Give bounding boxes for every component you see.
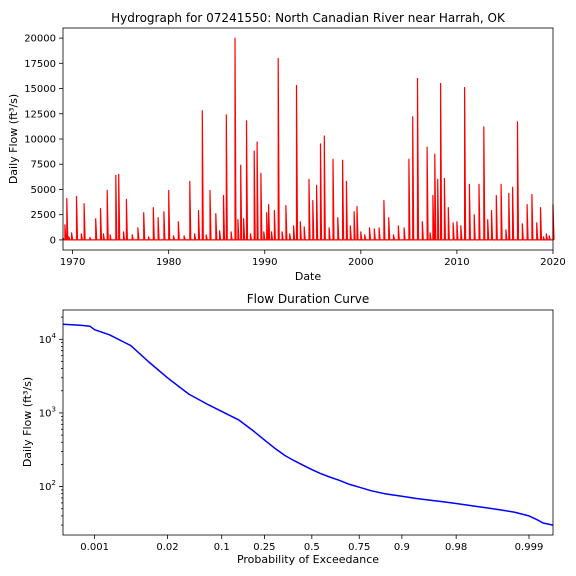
hydrograph-y-tick-label: 10000 bbox=[24, 135, 56, 146]
hydrograph-x-tick-label: 1990 bbox=[252, 257, 277, 268]
hydrograph-y-tick-label: 5000 bbox=[31, 185, 56, 196]
flow-duration-x-tick-label: 0.02 bbox=[156, 542, 178, 553]
flow-duration-x-tick-label: 0.25 bbox=[253, 542, 275, 553]
hydrograph-y-tick-label: 2500 bbox=[31, 210, 56, 221]
hydrograph-x-axis-label: Date bbox=[295, 270, 322, 283]
flow-duration-x-tick-label: 0.999 bbox=[515, 542, 544, 553]
flow-duration-y-tick-label: 104 bbox=[39, 332, 57, 346]
flow-duration-plot-frame bbox=[62, 309, 554, 536]
flow-duration-title: Flow Duration Curve bbox=[247, 292, 370, 306]
hydrograph-series-line bbox=[62, 37, 555, 241]
flow-duration-x-tick-label: 0.5 bbox=[304, 542, 320, 553]
flow-duration-x-tick-label: 0.1 bbox=[214, 542, 230, 553]
hydrograph-y-tick-label: 17500 bbox=[24, 59, 56, 70]
flow-duration-x-tick-label: 0.9 bbox=[394, 542, 410, 553]
flow-duration-y-axis-label: Daily Flow (ft³/s) bbox=[21, 377, 34, 467]
hydrograph-y-tick-label: 7500 bbox=[31, 160, 56, 171]
hydrograph-x-tick-label: 2010 bbox=[444, 257, 469, 268]
hydrograph-y-tick-label: 0 bbox=[50, 235, 56, 246]
hydrograph-x-tick-label: 2000 bbox=[348, 257, 373, 268]
flow-duration-series-line bbox=[62, 323, 554, 526]
hydrograph-y-axis-label: Daily Flow (ft³/s) bbox=[7, 94, 20, 184]
hydrograph-title: Hydrograph for 07241550: North Canadian … bbox=[111, 11, 506, 25]
hydrograph-y-tick-label: 12500 bbox=[24, 109, 56, 120]
hydrograph-plot-frame bbox=[62, 27, 554, 251]
flow-duration-chart: Flow Duration Curve 0.001 0.02 0.1 0.25 0.5 0… bbox=[21, 292, 554, 566]
flow-duration-x-tick-label: 0.98 bbox=[445, 542, 467, 553]
flow-duration-x-tick-label: 0.001 bbox=[80, 542, 109, 553]
flow-duration-x-tick-label: 0.75 bbox=[348, 542, 370, 553]
hydrograph-x-tick-label: 1980 bbox=[156, 257, 181, 268]
hydrograph-x-tick-label: 2020 bbox=[540, 257, 565, 268]
flow-duration-x-axis-label: Probability of Exceedance bbox=[237, 553, 379, 566]
hydrograph-y-tick-label: 20000 bbox=[24, 34, 56, 45]
flow-duration-y-tick-label: 102 bbox=[39, 479, 56, 493]
hydrograph-chart: Hydrograph for 07241550: North Canadian … bbox=[7, 11, 566, 283]
hydrograph-x-tick-label: 1970 bbox=[60, 257, 85, 268]
flow-duration-y-tick-label: 103 bbox=[39, 405, 56, 419]
hydrograph-y-tick-label: 15000 bbox=[24, 84, 56, 95]
